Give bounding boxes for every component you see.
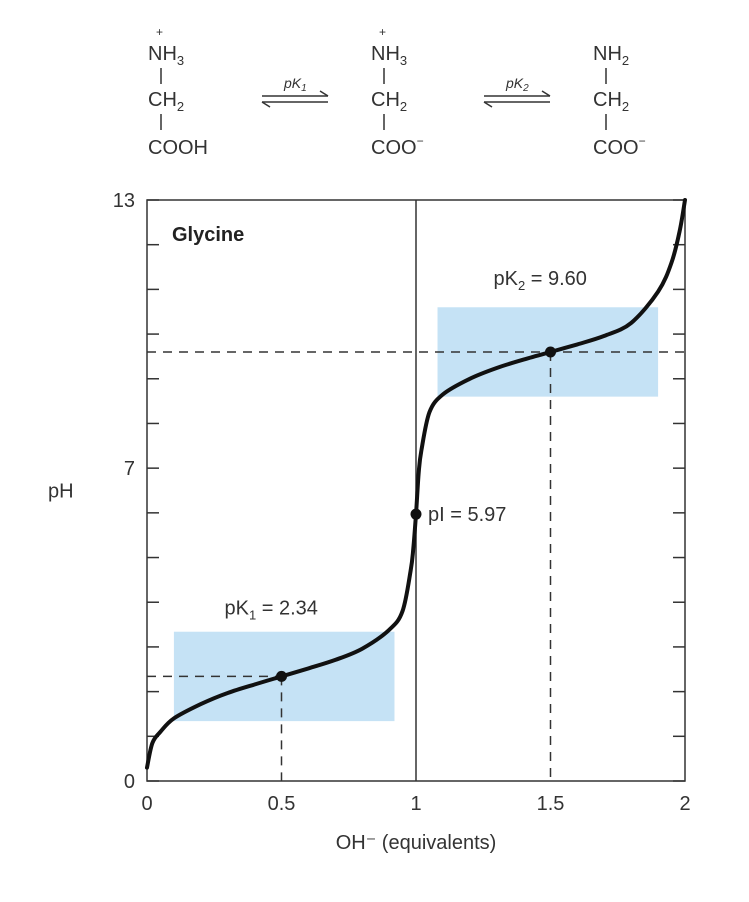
- y-tick-label-0: 0: [124, 771, 135, 793]
- equilibrium-1-label: pK1: [283, 75, 307, 94]
- key-point-1: [276, 670, 287, 682]
- key-point-3: [545, 346, 556, 358]
- species-zwitterion-carboxylate: COO−: [371, 134, 424, 159]
- species-cation-amino: NH3: [148, 43, 184, 68]
- equilibrium-1: pK1: [261, 75, 329, 108]
- x-tick-label-1: 1: [410, 793, 421, 815]
- guide-lines: [147, 351, 685, 781]
- species-anion-amino: NH2: [593, 43, 629, 68]
- species-cation: + NH3 CH2 COOH: [148, 25, 208, 159]
- y-tick-label-7: 7: [124, 458, 135, 480]
- species-zwitterion-methylene: CH2: [371, 89, 407, 114]
- x-tick-label-0.5: 0.5: [268, 793, 296, 815]
- species-cation-carboxyl: COOH: [148, 137, 208, 159]
- x-tick-label-0: 0: [141, 793, 152, 815]
- key-point-2: [410, 508, 422, 520]
- species-cation-amino-charge: +: [156, 25, 163, 39]
- key-point-label-2: pI = 5.97: [428, 504, 506, 526]
- species-anion: NH2 CH2 COO−: [593, 43, 646, 159]
- axis-labels: 0 0.5 1 1.5 2 0 7 13 OH⁻ (equivalents) pH: [48, 190, 691, 854]
- species-cation-methylene: CH2: [148, 89, 184, 114]
- x-axis-title: OH⁻ (equivalents): [336, 832, 497, 854]
- chart-title: Glycine: [172, 224, 244, 246]
- species-zwitterion-amino-charge: +: [379, 25, 386, 39]
- key-point-label-1: pK1 = 2.34: [225, 597, 318, 622]
- key-points: pK1 = 2.34 pI = 5.97 pK2 = 9.60: [225, 268, 587, 682]
- y-axis-title: pH: [48, 481, 74, 503]
- key-point-label-3: pK2 = 9.60: [494, 268, 587, 293]
- species-anion-methylene: CH2: [593, 89, 629, 114]
- x-tick-label-1.5: 1.5: [537, 793, 565, 815]
- species-zwitterion: + NH3 CH2 COO−: [371, 25, 424, 159]
- species-anion-carboxylate: COO−: [593, 134, 646, 159]
- y-tick-label-13: 13: [113, 190, 135, 212]
- equilibrium-2-label: pK2: [505, 75, 529, 94]
- reaction-scheme: + NH3 CH2 COOH pK1 + NH3 CH2 COO− pK2: [148, 25, 646, 159]
- species-zwitterion-amino: NH3: [371, 43, 407, 68]
- equilibrium-2: pK2: [483, 75, 551, 108]
- x-tick-label-2: 2: [679, 793, 690, 815]
